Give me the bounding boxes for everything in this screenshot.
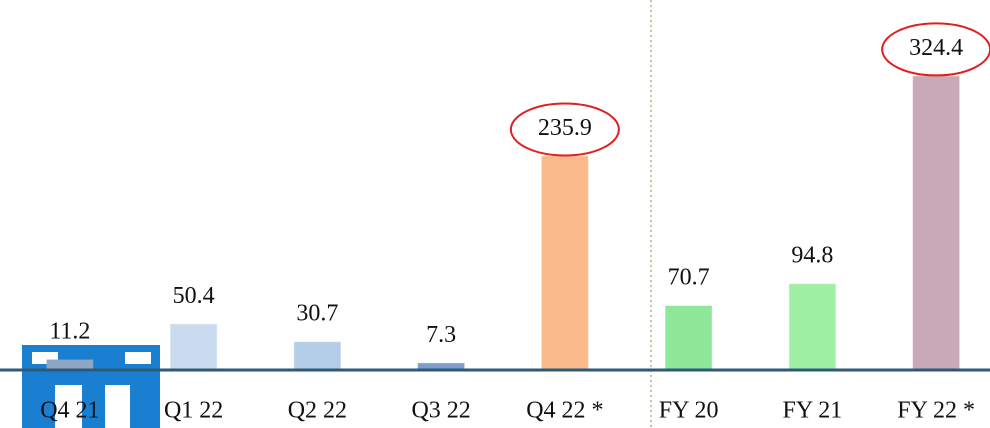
bar <box>541 156 589 371</box>
highlight-circle <box>881 22 990 77</box>
bar <box>912 75 960 371</box>
bar <box>665 305 713 371</box>
value-label: 94.8 <box>791 243 833 269</box>
x-tick-label: FY 21 <box>782 398 842 424</box>
x-tick-label: Q2 22 <box>288 398 347 424</box>
value-label: 70.7 <box>668 265 710 291</box>
x-tick-label: Q4 22 * <box>526 398 603 424</box>
x-tick-label: Q1 22 <box>164 398 223 424</box>
x-tick-label: Q3 22 <box>411 398 470 424</box>
value-label: 30.7 <box>296 301 338 327</box>
bar <box>788 283 836 371</box>
x-tick-label: FY 22 * <box>897 398 975 424</box>
bar <box>293 341 341 371</box>
value-label: 235.9 <box>538 115 592 141</box>
x-tick-label: FY 20 <box>659 398 719 424</box>
value-label: 7.3 <box>426 322 456 348</box>
value-label: 324.4 <box>909 35 963 61</box>
value-label: 50.4 <box>173 283 215 309</box>
value-label: 11.2 <box>49 318 90 344</box>
bar <box>46 359 94 371</box>
bar <box>170 323 218 371</box>
x-tick-label: Q4 21 <box>40 398 99 424</box>
highlight-circle <box>509 102 620 157</box>
